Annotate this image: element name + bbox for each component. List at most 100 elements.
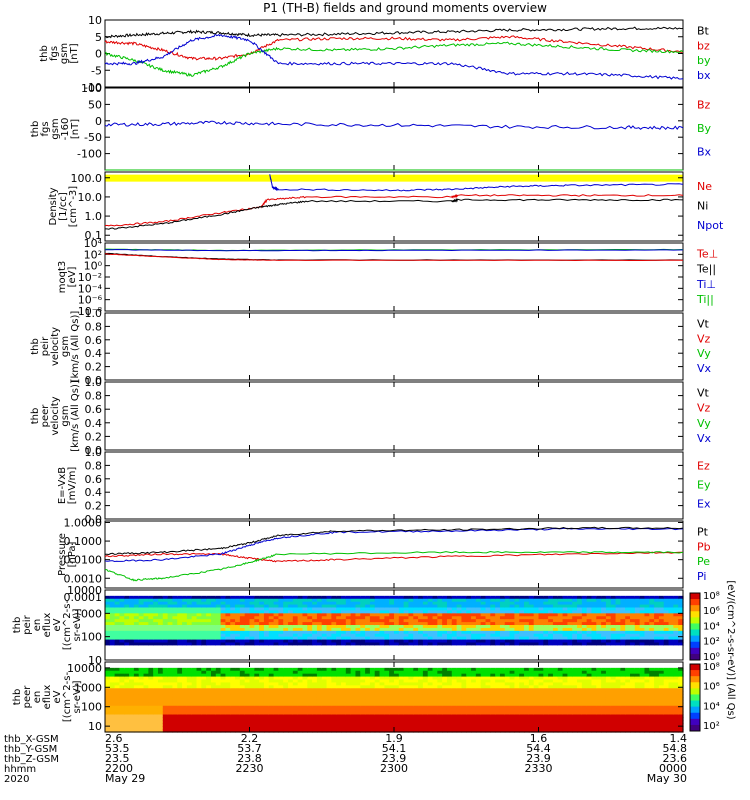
y-tick-label: 5 <box>95 31 102 44</box>
y-tick-label: -50 <box>84 131 102 144</box>
legend-vt: Vt <box>697 317 710 330</box>
panel-8: 1.0000 0.1000 0.0100 0.0010 0.0001 Pressure[n… <box>57 516 711 603</box>
y-tick-label: 10 <box>88 720 102 733</box>
y-tick-label: 10⁴ <box>84 237 103 250</box>
plot-title: P1 (TH-B) fields and ground moments over… <box>263 1 547 15</box>
panel-6: 1.00.80.60.40.20.0thbpeervelocitygsm[km/… <box>30 376 712 457</box>
colorbar-tick: 10⁰ <box>703 652 720 663</box>
y-tick-label: 1.0 <box>85 446 103 459</box>
colorbar-1: 10⁸ 10⁶ 10⁴ 10² 10⁰ <box>689 591 720 663</box>
x-tick-label: 53.5 <box>105 742 130 755</box>
legend-bx: bx <box>697 69 711 82</box>
legend-pb: Pb <box>697 540 711 553</box>
legend-ex: Ex <box>697 498 711 511</box>
y-tick-label: 0.0 <box>85 374 103 387</box>
colorbar-tick: 10⁸ <box>703 662 720 673</box>
legend-vt: Vt <box>697 387 710 400</box>
x-row-label: thb_Z-GSM <box>4 754 59 765</box>
legend-npot: Npot <box>697 219 724 232</box>
legend-bx: Bx <box>697 145 712 158</box>
colorbar-tick: 10⁴ <box>703 621 720 632</box>
x-tick-label: 54.1 <box>382 742 407 755</box>
series-pi <box>104 527 684 563</box>
panel-2: 100 50 0 -50 -100 thbfgsgsm-160[nT] Bz By Bx <box>30 82 712 182</box>
y-tick-label: 0.2 <box>85 361 103 374</box>
y-tick-label: 0.6 <box>85 334 103 347</box>
y-tick-label: 1.0000 <box>64 516 103 529</box>
y-tick-label: -100 <box>77 148 102 161</box>
x-tick-label: 23.9 <box>382 752 407 765</box>
y-axis-label: thbpeervelocitygsm[km/s (All Qs)] <box>30 380 81 452</box>
y-axis-label: thbfgsgsm-160[nT] <box>30 118 81 141</box>
y-axis-label: E=-VxB[mV/m] <box>57 467 78 505</box>
panel-frame <box>104 19 684 88</box>
legend-ey: Ey <box>697 479 711 492</box>
y-tick-label: 0.8 <box>85 390 103 403</box>
y-tick-label: 10⁻⁶ <box>78 294 103 307</box>
y-axis-label: thbfgsgsm[nT] <box>39 43 80 64</box>
x-tick-label: 2.2 <box>241 732 259 745</box>
y-tick-label: 0.0010 <box>64 572 103 585</box>
series-bt <box>104 26 684 39</box>
y-axis-label: moqt3[eV] <box>57 261 78 294</box>
y-tick-label: 0.1 <box>85 229 103 242</box>
y-tick-label: 10000 <box>67 584 102 597</box>
y-tick-label: 100.0 <box>71 172 103 185</box>
y-tick-label: -10 <box>84 81 102 94</box>
panel-10: 10000 1000 100 10 thbpeerenefluxeV[(cm^2-s-s… <box>12 661 684 733</box>
x-tick-label: 2200 <box>105 762 133 775</box>
x-row-label: 2020 <box>4 774 29 785</box>
x-tick-label: 1.6 <box>530 732 548 745</box>
legend-by: by <box>697 54 711 67</box>
series-te|| <box>104 252 684 261</box>
y-tick-label: 10 <box>88 654 102 667</box>
x-tick-label: 2230 <box>236 762 264 775</box>
legend-bz: bz <box>697 39 710 52</box>
y-tick-label: 0.0 <box>85 444 103 457</box>
panel-9: 10000 1000 100 10 thbpeirenefluxeV[(cm^2-s-s… <box>12 584 684 667</box>
y-tick-label: 1.0 <box>85 307 103 320</box>
y-axis-label: thbpeirenefluxeV[(cm^2-s-sr-eV)] <box>12 600 83 651</box>
y-tick-label: 1.0 <box>85 376 103 389</box>
y-tick-label: 100 <box>81 82 102 95</box>
y-tick-label: 10⁻² <box>78 271 102 284</box>
y-tick-label: 10⁻⁸ <box>78 305 103 318</box>
series-bx <box>104 120 684 131</box>
y-axis-label: Density[1/cc][cm^-3] <box>48 186 79 227</box>
x-tick-label: 23.8 <box>237 752 262 765</box>
legend-ni: Ni <box>697 200 708 213</box>
panel-frame <box>104 242 684 312</box>
x-tick-label: 23.6 <box>663 752 688 765</box>
y-tick-label: 0.0100 <box>64 554 103 567</box>
x-tick-label: 1.9 <box>385 732 403 745</box>
colorbar-tick: 10⁶ <box>703 682 720 693</box>
y-tick-label: 0.4 <box>85 347 103 360</box>
y-tick-label: 0.2 <box>85 500 103 513</box>
y-tick-label: 0 <box>95 115 102 128</box>
legend-te||: Te|| <box>696 263 716 276</box>
colorbar-tick: 10⁴ <box>703 701 720 712</box>
series-pe <box>104 550 684 582</box>
y-axis-label: thbpeerenefluxeV[(cm^2-s-sr-eV)] <box>12 672 83 723</box>
y-tick-label: 10⁻⁴ <box>78 282 103 295</box>
panel-frame <box>104 171 684 242</box>
x-tick-label: 1.4 <box>670 732 688 745</box>
y-tick-label: 1.0 <box>85 210 103 223</box>
x-tick-label: 54.4 <box>526 742 551 755</box>
y-tick-label: 0.4 <box>85 417 103 430</box>
legend-vy: Vy <box>697 417 711 430</box>
x-tick-label: May 29 <box>105 772 145 785</box>
y-tick-label: 10000 <box>67 662 102 675</box>
y-tick-label: 0.4 <box>85 486 103 499</box>
x-axis-labels: thb_X-GSMthb_Y-GSMthb_Z-GSMhhmm20202.653… <box>4 732 687 785</box>
y-tick-label: 0.6 <box>85 473 103 486</box>
y-tick-label: 100 <box>81 631 102 644</box>
y-tick-label: 0.2 <box>85 430 103 443</box>
colorbar-2: 10⁸ 10⁶ 10⁴ 10² <box>689 662 720 732</box>
y-tick-label: 0.6 <box>85 403 103 416</box>
legend-bz: Bz <box>697 98 711 111</box>
panels: 1050-5-10thbfgsgsm[nT]Btbzbybx100500-50-… <box>12 14 724 733</box>
panel-frame <box>104 312 684 381</box>
